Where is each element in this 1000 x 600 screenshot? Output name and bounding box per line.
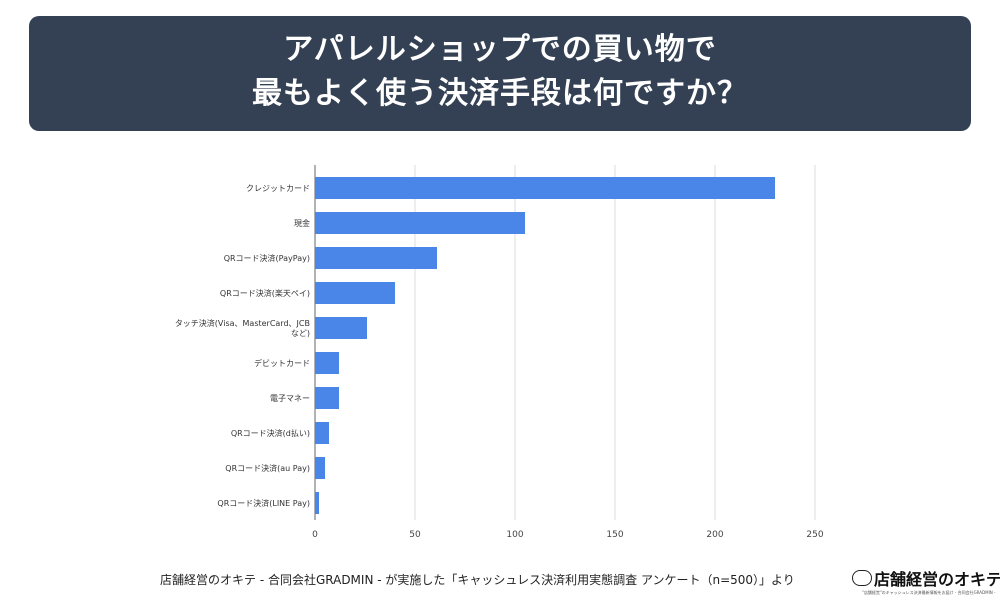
y-category-label: タッチ決済(Visa、MasterCard、JCB など) xyxy=(175,318,310,338)
y-category-label: QRコード決済(au Pay) xyxy=(225,463,310,473)
bar xyxy=(315,212,525,234)
bar xyxy=(315,282,395,304)
title-line-2: 最もよく使う決済手段は何ですか？ xyxy=(252,76,748,111)
logo-subtext: "店舗経営"のキャッシュレス決済最新情報をお届け - 合同会社GRADMIN - xyxy=(862,590,996,595)
bar xyxy=(315,352,339,374)
x-tick-label: 200 xyxy=(706,530,723,540)
logo-icon xyxy=(852,570,872,586)
y-category-label: 現金 xyxy=(294,218,310,228)
bar xyxy=(315,317,367,339)
bar xyxy=(315,492,319,514)
x-tick-label: 150 xyxy=(606,530,623,540)
y-category-label: QRコード決済(LINE Pay) xyxy=(217,498,310,508)
x-tick-label: 250 xyxy=(806,530,823,540)
logo: 店舗経営のオキテ "店舗経営"のキャッシュレス決済最新情報をお届け - 合同会社… xyxy=(852,566,1000,600)
bar xyxy=(315,387,339,409)
bar xyxy=(315,457,325,479)
y-category-label: デビットカード xyxy=(254,358,310,368)
bar xyxy=(315,247,437,269)
y-category-label: QRコード決済(d払い) xyxy=(231,428,310,438)
source-note: 店舗経営のオキテ - 合同会社GRADMIN - が実施した「キャッシュレス決済… xyxy=(160,573,795,587)
title-line-1: アパレルショップでの買い物で xyxy=(283,32,717,67)
y-category-label: QRコード決済(楽天ペイ) xyxy=(220,288,310,298)
y-category-label: QRコード決済(PayPay) xyxy=(224,253,310,263)
bar xyxy=(315,422,329,444)
title-banner: アパレルショップでの買い物で 最もよく使う決済手段は何ですか？ xyxy=(29,16,971,131)
logo-text: 店舗経営のオキテ xyxy=(874,570,1000,589)
x-tick-label: 100 xyxy=(506,530,523,540)
y-category-label: クレジットカード xyxy=(246,184,310,193)
x-tick-label: 50 xyxy=(409,530,421,540)
bar xyxy=(315,177,775,199)
y-category-label: 電子マネー xyxy=(270,394,310,403)
x-tick-label: 0 xyxy=(312,530,318,540)
